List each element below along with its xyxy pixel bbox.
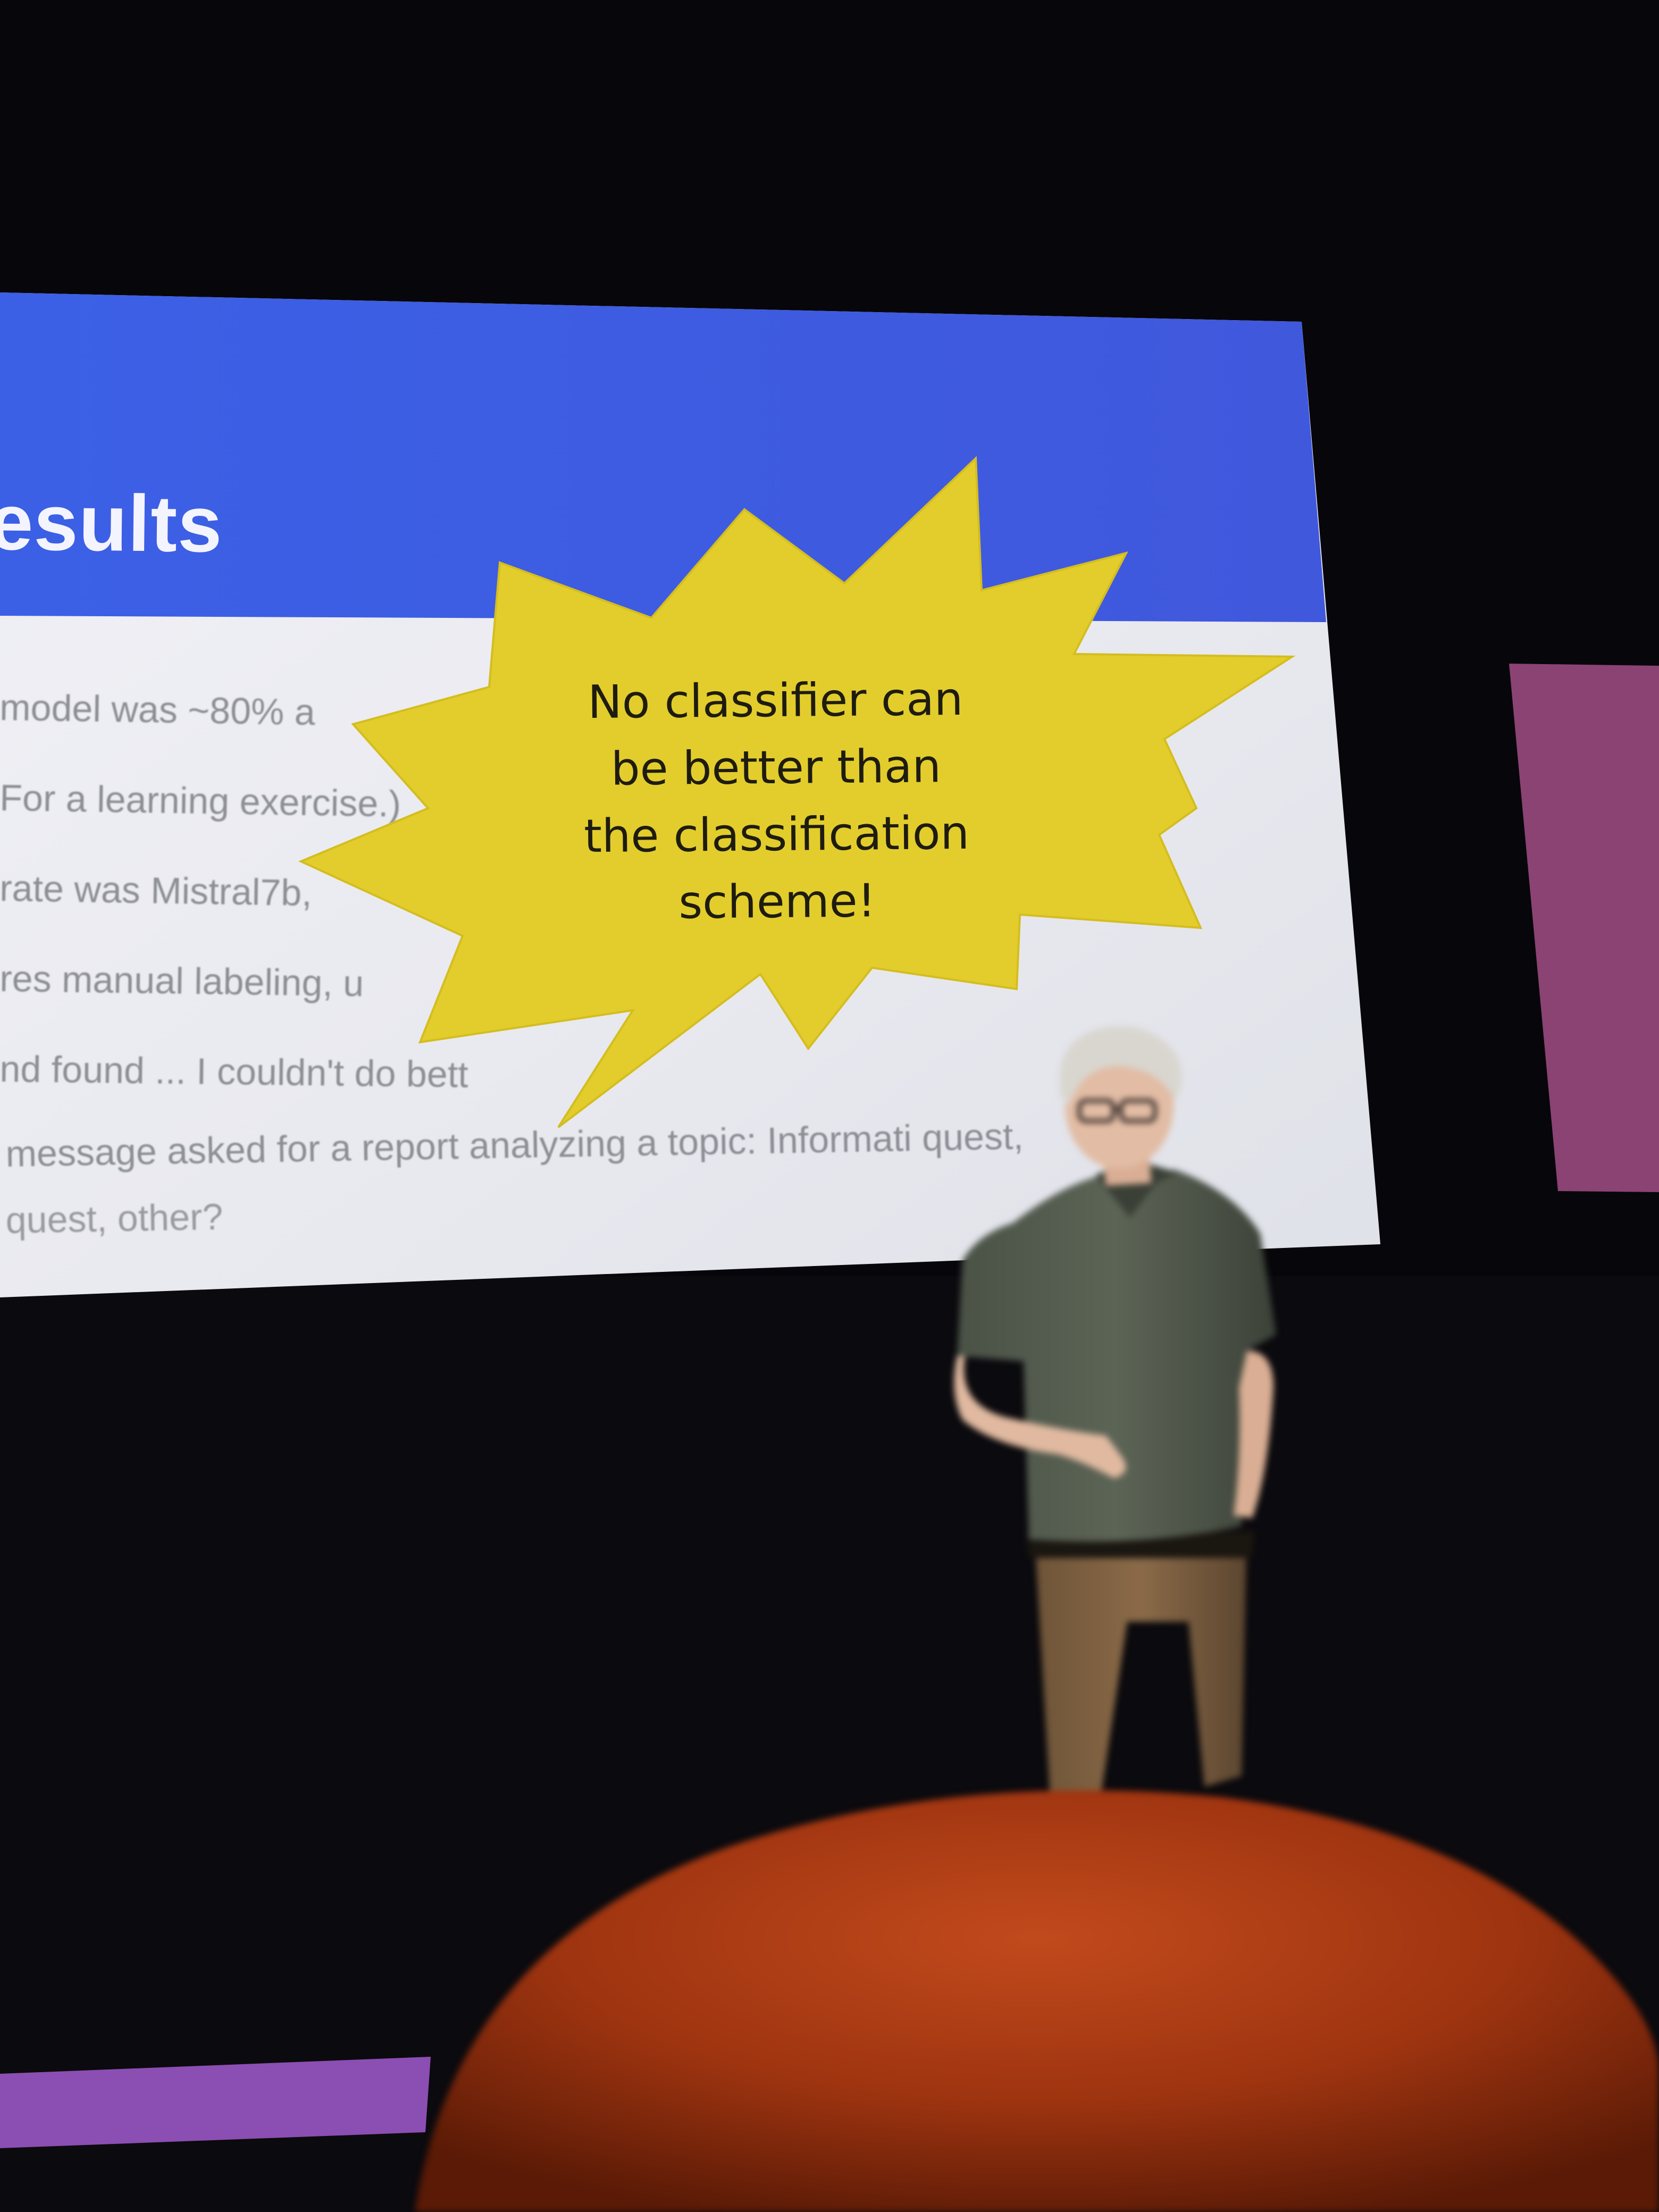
- callout-text: No classifier can be better than the cla…: [557, 665, 995, 937]
- presenter: [954, 1026, 1276, 1800]
- side-screen: [1509, 664, 1659, 1192]
- callout-line: be better than: [610, 740, 942, 796]
- callout-line: No classifier can: [587, 672, 963, 730]
- callout-line: the classification: [583, 806, 970, 864]
- slide-title-bar: [0, 292, 1326, 622]
- starburst-icon: [298, 456, 1296, 1128]
- floor-light: [0, 2057, 431, 2148]
- audience-head: [415, 1790, 1659, 2212]
- callout-line: scheme!: [678, 874, 876, 929]
